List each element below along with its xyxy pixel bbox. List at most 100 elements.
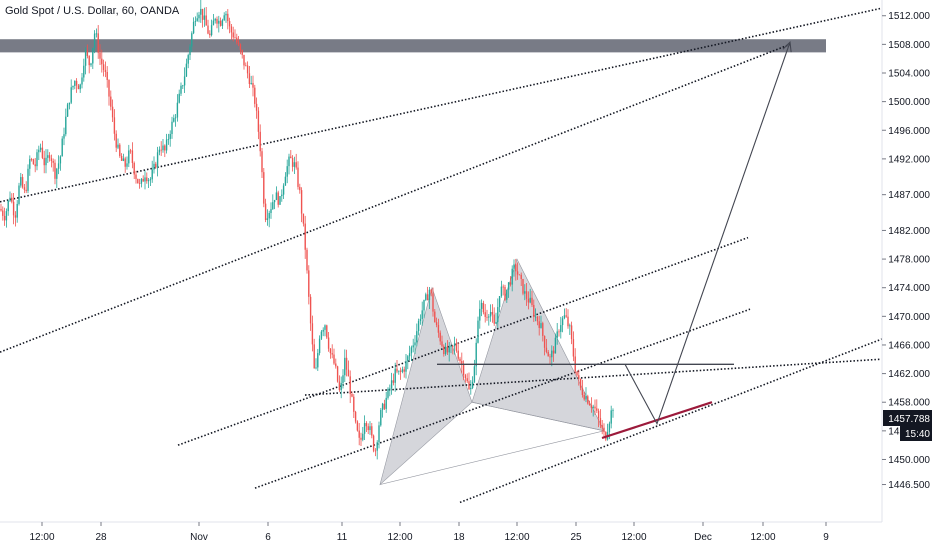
candle-body [522, 278, 524, 294]
time-tick-label: 6 [265, 532, 271, 543]
price-tick-label: 1474.000 [888, 283, 930, 294]
candle-body [219, 20, 222, 26]
price-tick-label: 1492.000 [888, 154, 930, 165]
candle-body [464, 375, 467, 379]
last-price-label: 1457.788 [888, 414, 930, 425]
candle-body [434, 311, 436, 323]
candle-body [457, 350, 459, 359]
candle-body [124, 158, 126, 167]
candle-body [441, 341, 443, 347]
candle-body [297, 167, 299, 187]
candle-body [371, 426, 373, 436]
candle-body [250, 83, 252, 84]
last-price-badge: 1457.788 [883, 410, 932, 426]
candle-body [66, 104, 69, 117]
candle-body [273, 200, 276, 203]
price-tick-label: 1500.000 [888, 97, 930, 108]
candle-body [216, 18, 218, 24]
candle-body [180, 85, 182, 94]
price-tick-label: 1508.000 [888, 40, 930, 51]
candle-body [482, 302, 485, 313]
candle-body [545, 347, 548, 352]
candle-body [363, 423, 366, 434]
candle-body [579, 378, 582, 388]
symbol-title: Gold Spot / U.S. Dollar, 60, OANDA [2, 5, 183, 17]
candle-body [149, 179, 152, 181]
candle-body [236, 37, 238, 43]
candle-body [597, 410, 600, 418]
candle-body [133, 162, 135, 175]
candle-body [3, 215, 6, 221]
candle-body [561, 318, 564, 326]
candle-body [468, 381, 470, 390]
candle-body [178, 93, 180, 103]
candle-body [252, 83, 254, 88]
candle-body [281, 194, 283, 197]
candle-body [198, 14, 200, 19]
candle-body [354, 411, 357, 422]
candle-body [279, 196, 281, 205]
channel-line [254, 308, 751, 489]
candle-body [372, 435, 375, 451]
candle-body [444, 346, 447, 355]
candle-body [588, 403, 591, 406]
candle-body [543, 335, 546, 348]
price-tick-label: 1512.000 [888, 11, 930, 22]
time-tick-label: 18 [453, 532, 465, 543]
candle-body [333, 354, 335, 364]
candle-body [225, 13, 227, 16]
candle-body [119, 144, 121, 156]
candle-body [14, 215, 17, 218]
candle-body [189, 46, 191, 56]
candle-body [183, 76, 186, 86]
candle-body [156, 152, 159, 168]
time-axis-panel[interactable] [0, 522, 882, 550]
plot-background [0, 0, 882, 522]
price-axis-panel[interactable] [882, 0, 932, 550]
candle-body [610, 410, 612, 424]
candle-body [11, 197, 13, 202]
channel-lines [0, 7, 886, 504]
candle-body [171, 121, 173, 134]
candle-body [554, 337, 557, 354]
candle-body [120, 155, 123, 161]
candle-body [416, 331, 418, 343]
candle-body [308, 270, 310, 297]
candle-body [5, 211, 8, 221]
candle-body [300, 190, 303, 214]
candle-body [84, 50, 87, 66]
candle-body [257, 110, 260, 132]
candle-body [473, 366, 476, 382]
candle-body [210, 25, 213, 36]
candle-body [79, 84, 81, 90]
candle-body [320, 331, 323, 339]
candle-body [270, 209, 272, 214]
candle-body [408, 353, 411, 357]
candle-body [509, 282, 512, 285]
candle-body [264, 203, 267, 220]
candle-body [243, 54, 245, 66]
candle-body [205, 15, 207, 26]
candle-body [592, 406, 594, 408]
candle-body [520, 274, 522, 279]
candle-body [515, 264, 517, 272]
candle-body [272, 202, 274, 210]
candle-body [398, 370, 400, 372]
candle-body [590, 405, 593, 408]
candle-body [237, 42, 240, 45]
candle-body [529, 297, 531, 303]
candle-body [104, 69, 107, 72]
candle-body [63, 134, 65, 139]
candle-body [201, 8, 204, 20]
candle-body [423, 299, 425, 311]
candle-body [223, 15, 225, 21]
candle-body [160, 149, 162, 151]
candle-body [347, 369, 350, 377]
candle-body [25, 189, 27, 191]
candle-body [29, 159, 31, 169]
resistance-zone-box [0, 39, 826, 53]
candle-body [176, 102, 179, 118]
candle-body [389, 388, 391, 390]
candle-body [462, 364, 465, 376]
